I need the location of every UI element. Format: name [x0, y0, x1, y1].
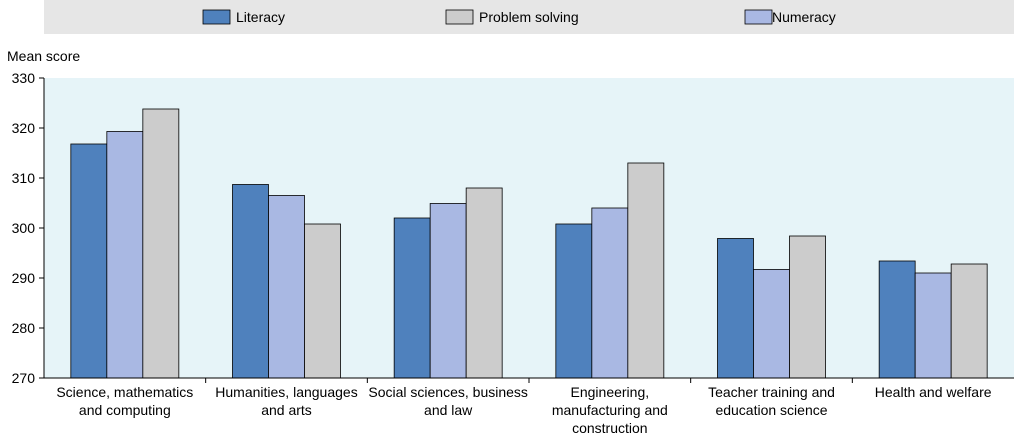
plot-area	[44, 78, 1014, 378]
bar-literacy	[717, 238, 754, 379]
legend-label: Literacy	[236, 9, 285, 25]
x-category-label: Engineering, manufacturing and constructio…	[552, 384, 668, 436]
y-tick-label: 300	[12, 220, 36, 236]
x-category-label: Health and welfare	[875, 384, 992, 400]
y-tick-label: 310	[12, 170, 36, 186]
bar-numeracy	[914, 272, 952, 379]
bar-problem-solving	[142, 108, 180, 379]
legend-swatch	[744, 9, 773, 25]
bar-literacy	[393, 217, 431, 379]
x-category-label: Humanities, languages and arts	[215, 384, 357, 418]
bar-literacy	[555, 223, 593, 379]
x-category-label: Teacher training and education science	[708, 384, 835, 418]
bar-problem-solving	[465, 187, 503, 379]
bar-numeracy	[106, 131, 144, 379]
y-axis: 270 280 290 300 310 320 330	[12, 70, 45, 386]
bar-literacy	[232, 184, 269, 379]
bar-problem-solving	[950, 263, 988, 379]
bar-numeracy	[753, 269, 790, 379]
bar-numeracy	[429, 203, 467, 379]
bar-problem-solving	[789, 235, 826, 379]
y-axis-label: Mean score	[7, 48, 80, 64]
bars	[70, 108, 988, 379]
y-tick-label: 270	[12, 370, 36, 386]
legend-swatch	[445, 9, 474, 25]
bar-literacy	[878, 260, 916, 379]
y-tick-label: 290	[12, 270, 36, 286]
x-category-label: Science, mathematics and computing	[56, 384, 193, 418]
x-category-label: Social sciences, business and law	[368, 384, 528, 418]
bar-numeracy	[268, 195, 305, 379]
bar-problem-solving	[304, 223, 341, 379]
y-tick-label: 320	[12, 120, 36, 136]
legend: Literacy Problem solving Numeracy	[202, 9, 836, 25]
x-axis: Science, mathematics and computing Humanit…	[44, 377, 1014, 436]
bar-problem-solving	[627, 162, 665, 379]
y-tick-label: 330	[12, 70, 36, 86]
legend-label: Problem solving	[479, 9, 579, 25]
y-tick-label: 280	[12, 320, 36, 336]
bar-literacy	[70, 143, 108, 379]
legend-label: Numeracy	[772, 9, 836, 25]
legend-swatch	[202, 9, 231, 25]
bar-numeracy	[591, 207, 629, 379]
